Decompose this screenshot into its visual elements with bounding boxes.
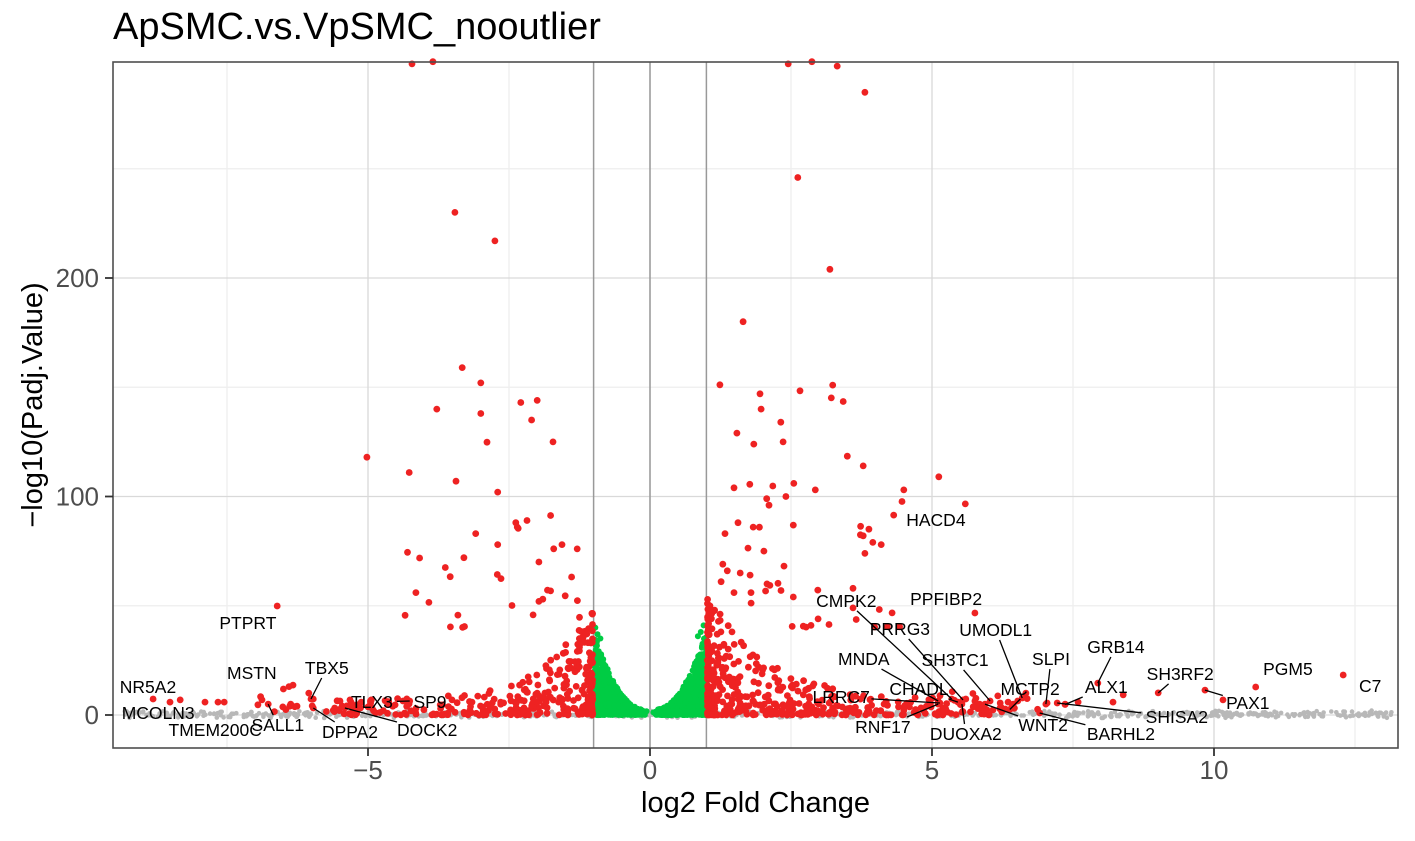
gene-label-sall1: SALL1	[252, 715, 305, 735]
gene-label-dock2: DOCK2	[397, 720, 457, 740]
grid-minor	[113, 62, 1398, 748]
panel-background	[113, 62, 1398, 748]
axis-ticks	[105, 277, 1215, 756]
x-tick-label: 0	[643, 755, 657, 785]
leader-line-lrrc7	[871, 698, 940, 704]
gene-label-rnf17: RNF17	[855, 717, 910, 737]
leader-line-wnt2	[984, 703, 1019, 717]
gene-label-slpi: SLPI	[1032, 649, 1070, 669]
leader-line-prrg3	[908, 638, 964, 701]
x-tick-label: 5	[925, 755, 939, 785]
leader-line-dock2	[344, 707, 398, 723]
y-tick-label: 100	[56, 482, 99, 512]
gene-label-hacd4: HACD4	[906, 510, 966, 530]
x-axis-title: log2 Fold Change	[641, 787, 870, 819]
red-points	[149, 58, 1347, 719]
leader-line-barhl2	[1039, 712, 1086, 726]
gene-label-prrg3: PRRG3	[870, 619, 930, 639]
leader-line-chadl	[948, 698, 959, 703]
gene-label-duoxa2: DUOXA2	[930, 724, 1002, 744]
gene-label-ppfibp2: PPFIBP2	[910, 589, 982, 609]
gene-label-pgm5: PGM5	[1263, 659, 1313, 679]
gene-label-ptprt: PTPRT	[219, 613, 276, 633]
points-layer	[122, 58, 1394, 721]
gene-label-mstn: MSTN	[227, 663, 277, 683]
gene-label-sh3tc1: SH3TC1	[922, 650, 989, 670]
leader-line-cmpk2	[856, 610, 953, 700]
y-tick-label: 0	[85, 700, 99, 730]
gene-label-chadl: CHADL	[889, 679, 949, 699]
gene-label-alx1: ALX1	[1085, 677, 1128, 697]
leader-line-grb14	[1097, 656, 1112, 684]
plot-title: ApSMC.vs.VpSMC_nooutlier	[113, 6, 601, 48]
gene-label-tbx5: TBX5	[305, 658, 349, 678]
gene-label-dppa2: DPPA2	[322, 722, 378, 742]
gene-label-lrrc7: LRRC7	[813, 687, 870, 707]
gene-label-grb14: GRB14	[1087, 637, 1145, 657]
gene-label-wnt2: WNT2	[1018, 715, 1068, 735]
y-tick-label: 200	[56, 263, 99, 293]
gene-label-nr5a2: NR5A2	[120, 677, 176, 697]
gene-label-pax1: PAX1	[1226, 693, 1269, 713]
leader-line-mctp2	[1009, 698, 1021, 710]
gene-label-cmpk2: CMPK2	[816, 591, 876, 611]
x-tick-label: 10	[1200, 755, 1229, 785]
gene-label-shisa2: SHISA2	[1146, 707, 1208, 727]
leader-line-dppa2	[312, 707, 336, 723]
leader-line-sh3tc1	[963, 669, 991, 702]
leader-line-mnda	[881, 668, 939, 702]
leader-line-umodl1	[998, 639, 1023, 699]
gene-label-mctp2: MCTP2	[1000, 679, 1059, 699]
gene-label-barhl2: BARHL2	[1087, 724, 1155, 744]
leader-line-sall1	[267, 703, 274, 716]
leader-lines	[267, 610, 1223, 726]
leader-line-tbx5	[310, 677, 323, 700]
leader-line-sh3rf2	[1157, 683, 1170, 694]
gene-label-tmem200c: TMEM200C	[169, 720, 262, 740]
panel-border	[112, 61, 1399, 749]
gene-label-umodl1: UMODL1	[959, 620, 1032, 640]
leader-line-slpi	[1045, 669, 1051, 705]
gene-label-tlx3: TLX3	[351, 692, 393, 712]
gene-label-c7: C7	[1359, 676, 1381, 696]
gene-label-mcoln3: MCOLN3	[122, 703, 195, 723]
leader-line-alx1	[1064, 696, 1083, 706]
x-tick-label: −5	[353, 755, 383, 785]
leader-line-duoxa2	[961, 704, 966, 725]
leader-line-rnf17	[906, 703, 939, 718]
gene-label-mnda: MNDA	[838, 649, 890, 669]
gene-label-sh3rf2: SH3RF2	[1147, 664, 1214, 684]
leader-line-shisa2	[1057, 702, 1142, 714]
y-axis-title: −log10(Padj.Value)	[17, 282, 49, 527]
leader-line-pax1	[1204, 689, 1223, 697]
gene-label-sp9: SP9	[413, 692, 446, 712]
